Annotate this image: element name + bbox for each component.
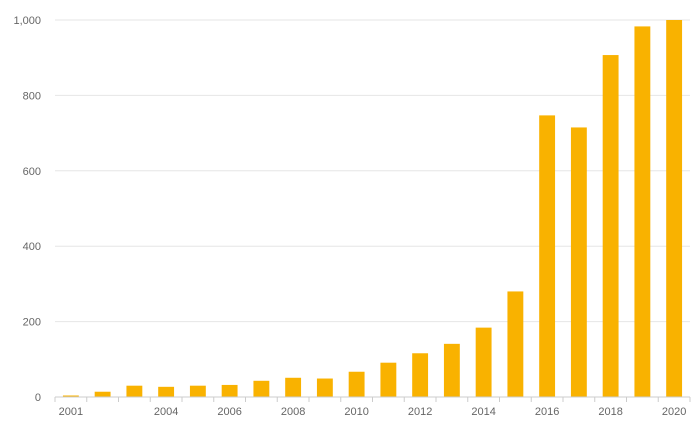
x-tick-label: 2018 <box>598 406 622 418</box>
x-tick-label: 2012 <box>408 406 432 418</box>
bar <box>602 55 619 397</box>
x-tick-label: 2010 <box>344 406 368 418</box>
bar <box>507 291 524 397</box>
x-axis-tick-labels: 2001 2004 2006 2008 2010 2012 2014 2016 2018 2020 <box>59 406 687 418</box>
bar <box>348 371 365 397</box>
x-tick-label: 2020 <box>662 406 686 418</box>
x-axis-tick-marks <box>54 397 691 402</box>
bar <box>94 391 111 397</box>
bar <box>412 353 429 397</box>
y-axis-tick-labels: 0 200 400 600 800 1,000 <box>13 15 41 404</box>
x-tick-label: 2004 <box>154 406 178 418</box>
bar <box>634 26 651 398</box>
bar <box>221 384 238 397</box>
bar <box>666 20 683 397</box>
bar <box>570 127 587 397</box>
bar <box>316 378 333 397</box>
bar <box>475 327 492 397</box>
bar <box>126 385 143 397</box>
gridlines <box>55 19 690 323</box>
bar <box>253 380 270 397</box>
x-tick-label: 2016 <box>535 406 559 418</box>
x-tick-label: 2006 <box>217 406 241 418</box>
x-tick-label: 2014 <box>471 406 495 418</box>
y-tick-label: 600 <box>23 166 41 178</box>
bars <box>62 20 683 398</box>
bar <box>443 343 460 397</box>
bar <box>189 385 206 397</box>
x-tick-label: 2008 <box>281 406 305 418</box>
y-tick-label: 0 <box>35 392 41 404</box>
bar <box>62 395 79 397</box>
bar <box>158 386 175 397</box>
bar <box>539 115 556 398</box>
bar <box>380 362 397 397</box>
x-tick-label: 2001 <box>59 406 83 418</box>
y-tick-label: 1,000 <box>13 15 41 27</box>
bar <box>285 377 302 397</box>
y-tick-label: 400 <box>23 241 41 253</box>
y-tick-label: 800 <box>23 90 41 102</box>
y-tick-label: 200 <box>23 317 41 329</box>
